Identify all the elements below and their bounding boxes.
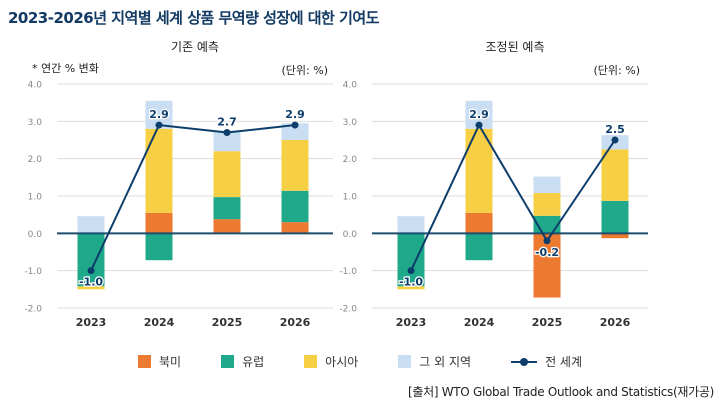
unit-label: (단위: %) (282, 64, 328, 77)
y-tick-label: 4.0 (343, 81, 358, 91)
y-tick-label: 3.0 (28, 118, 43, 128)
x-tick-label: 2025 (532, 316, 563, 329)
world-point (291, 121, 299, 129)
legend-north-america: 북미 (137, 353, 182, 370)
world-line (410, 122, 616, 272)
y-tick-label: -1.0 (339, 267, 357, 277)
line-marker-icon (511, 357, 538, 366)
data-label: 2.7 (217, 116, 237, 129)
legend-label: 전 세계 (545, 355, 583, 369)
bar-segment (397, 216, 425, 234)
bar-segment (397, 286, 425, 290)
x-tick-label: 2023 (396, 316, 427, 329)
bar-segment (213, 219, 241, 234)
bar-segment (281, 140, 309, 191)
y-tick-label: 4.0 (28, 81, 43, 91)
bar-segment (601, 233, 629, 239)
bar-segment (213, 197, 241, 220)
y-tick-label: 0.0 (28, 230, 43, 240)
world-point (155, 121, 163, 129)
y-tick-label: 2.0 (28, 155, 43, 165)
bar-segment (281, 190, 309, 223)
x-tick-label: 2023 (76, 316, 107, 329)
y-tick-label: -1.0 (24, 267, 42, 277)
legend-label: 북미 (158, 355, 182, 369)
data-label: 2.9 (149, 108, 169, 121)
x-tick-label: 2026 (600, 316, 631, 329)
world-point (611, 136, 619, 144)
source-note: [출처] WTO Global Trade Outlook and Statis… (407, 385, 714, 399)
unit-label: (단위: %) (594, 64, 640, 77)
legend-europe: 유럽 (221, 353, 264, 370)
chart-title: 2023-2026년 지역별 세계 상품 무역량 성장에 대한 기여도 (8, 9, 379, 27)
bar-segment (145, 128, 173, 213)
bar-segment (77, 233, 105, 287)
bar-segment (77, 286, 105, 290)
legend-swatch (304, 355, 318, 368)
legend-world: 전 세계 (511, 353, 582, 370)
x-tick-label: 2024 (144, 316, 175, 329)
data-label: 2.9 (469, 108, 489, 121)
legend-other: 그 외 지역 (398, 353, 471, 370)
bar-segment (601, 149, 629, 201)
data-label: 2.5 (605, 123, 625, 136)
legend-label: 유럽 (242, 355, 265, 369)
bar-segment (145, 212, 173, 234)
y-tick-label: -2.0 (24, 305, 42, 315)
world-point (543, 237, 551, 245)
world-point (223, 129, 231, 137)
data-label: -0.2 (535, 246, 559, 259)
bar-segment (465, 233, 493, 261)
x-tick-label: 2026 (280, 316, 311, 329)
bar-segment (281, 123, 309, 140)
legend-label: 아시아 (325, 355, 359, 369)
y-tick-label: 0.0 (343, 230, 358, 240)
legend-swatch (137, 355, 151, 368)
legend-asia: 아시아 (304, 353, 358, 370)
bar-segment (213, 151, 241, 198)
bar-segment (533, 176, 561, 194)
data-label: -1.0 (399, 276, 423, 289)
world-point (87, 267, 95, 275)
world-line (90, 123, 296, 272)
subchart-title: 기존 예측 (171, 40, 219, 54)
y-tick-label: -2.0 (339, 305, 357, 315)
x-tick-label: 2025 (212, 316, 243, 329)
data-label: -1.0 (79, 276, 103, 289)
bar-segment (145, 233, 173, 261)
subchart-title: 조정된 예측 (485, 40, 544, 54)
legend-label: 그 외 지역 (419, 355, 472, 369)
legend-swatch (221, 355, 235, 368)
y-tick-label: 3.0 (343, 118, 358, 128)
bar-segment (77, 216, 105, 234)
y-tick-label: 1.0 (28, 193, 43, 203)
y-axis-label: * 연간 % 변화 (32, 62, 99, 75)
world-point (407, 267, 415, 275)
bar-segment (397, 233, 425, 287)
bar-segment (533, 193, 561, 216)
legend: 북미 유럽 아시아 그 외 지역 전 세계 (0, 353, 720, 370)
world-point (475, 121, 483, 129)
legend-swatch (398, 355, 412, 368)
bar-segment (213, 130, 241, 152)
data-label: 2.9 (285, 108, 305, 121)
y-tick-label: 1.0 (343, 193, 358, 203)
bar-segment (465, 212, 493, 234)
x-tick-label: 2024 (464, 316, 495, 329)
bar-segment (601, 200, 629, 234)
bar-segment (281, 222, 309, 234)
y-tick-label: 2.0 (343, 155, 358, 165)
